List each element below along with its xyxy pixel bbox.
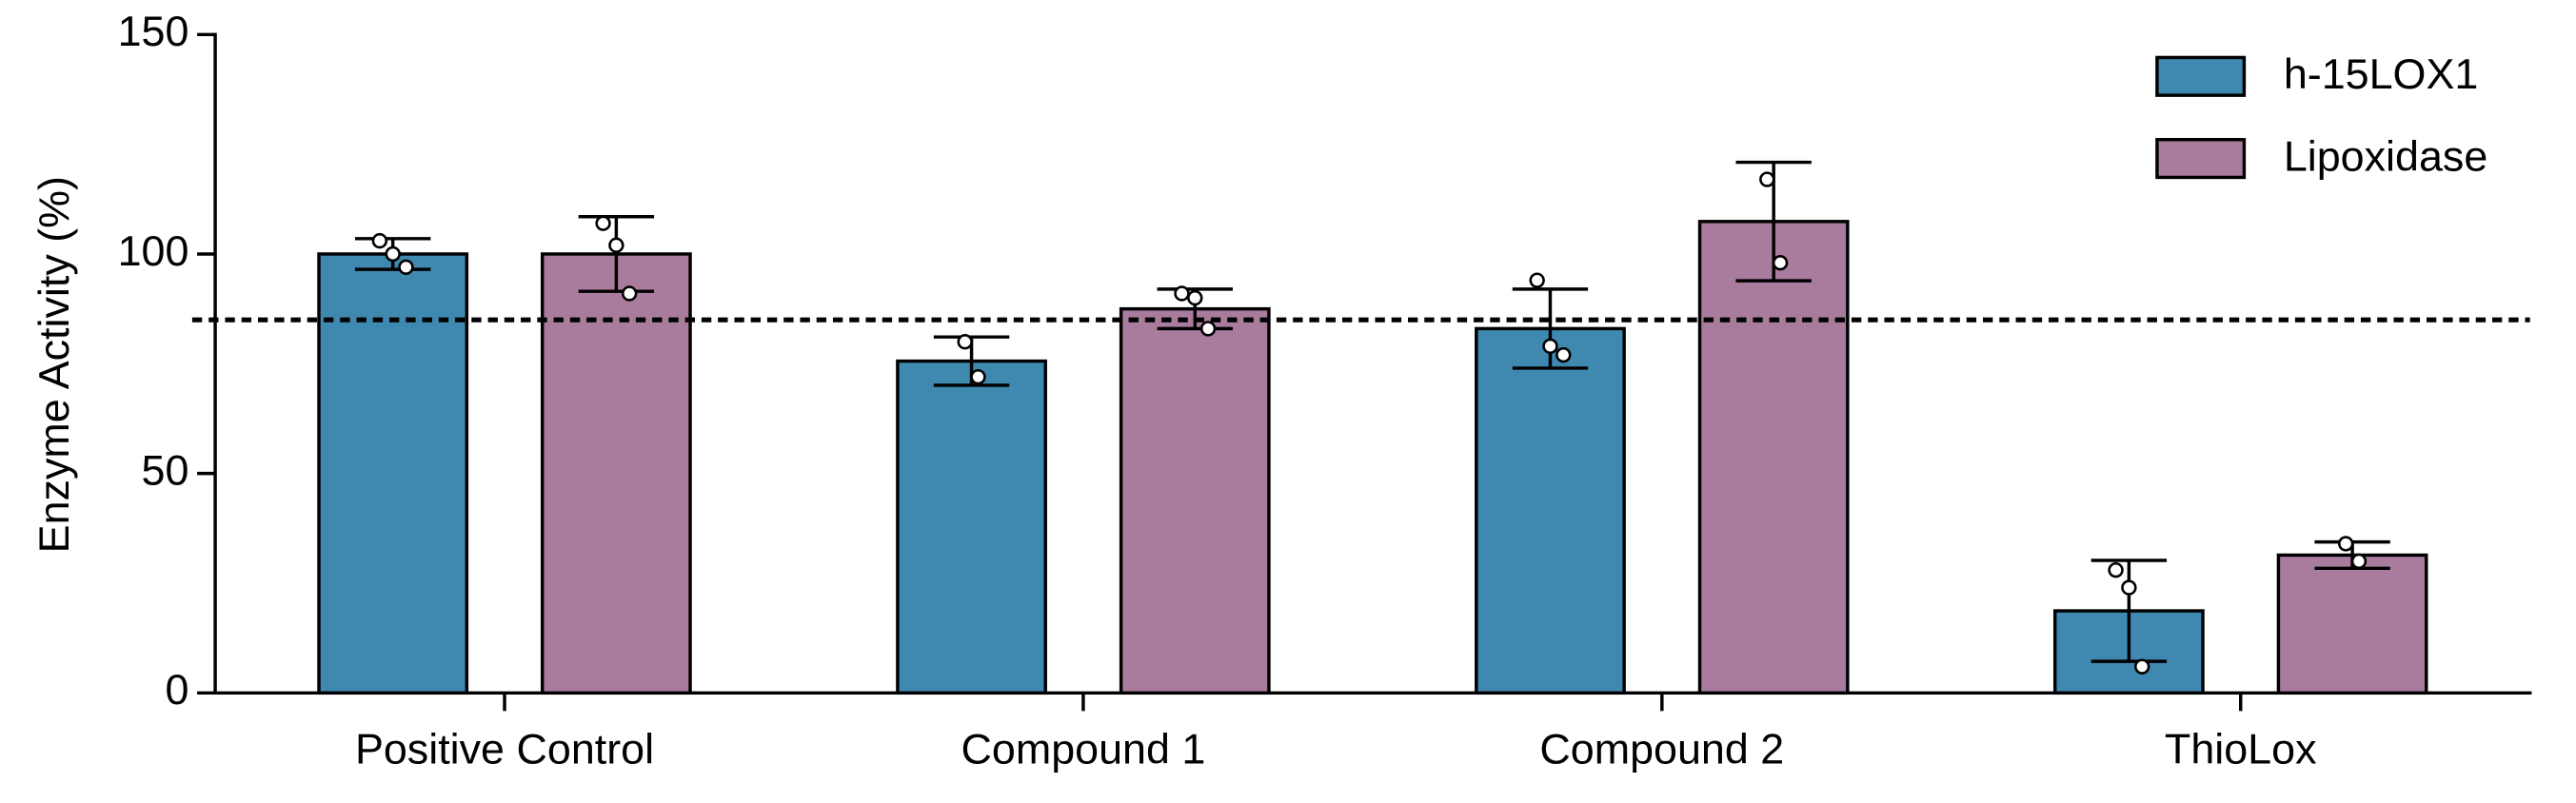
data-point bbox=[1529, 272, 1545, 288]
legend-swatch bbox=[2155, 138, 2247, 180]
data-point bbox=[2350, 553, 2368, 570]
x-tick-label: ThioLox bbox=[2165, 724, 2317, 773]
data-point bbox=[2121, 579, 2137, 596]
data-point bbox=[957, 334, 973, 350]
data-point bbox=[2133, 658, 2150, 675]
x-tick-label: Compound 1 bbox=[961, 724, 1205, 773]
y-axis-label: Enzyme Activity (%) bbox=[30, 176, 78, 553]
data-point bbox=[1556, 346, 1572, 363]
bar bbox=[540, 252, 692, 695]
legend-label: Lipoxidase bbox=[2284, 131, 2487, 180]
x-tick-label: Compound 2 bbox=[1539, 724, 1784, 773]
bar bbox=[896, 359, 1047, 695]
bar bbox=[1697, 220, 1850, 695]
data-point bbox=[1174, 285, 1190, 302]
data-point bbox=[970, 368, 986, 385]
data-point bbox=[595, 215, 611, 231]
bar bbox=[1119, 306, 1271, 695]
data-point bbox=[2337, 536, 2354, 552]
legend-swatch bbox=[2155, 55, 2247, 97]
x-tick-label: Positive Control bbox=[355, 724, 654, 773]
y-tick-label: 50 bbox=[142, 445, 189, 494]
data-point bbox=[1542, 338, 1558, 355]
data-point bbox=[1759, 171, 1775, 187]
data-point bbox=[385, 245, 401, 263]
data-point bbox=[1187, 289, 1203, 306]
bar bbox=[2276, 553, 2428, 695]
data-point bbox=[398, 259, 414, 276]
data-point bbox=[2108, 561, 2124, 578]
legend-label: h-15LOX1 bbox=[2284, 49, 2479, 98]
y-tick-label: 0 bbox=[166, 665, 189, 714]
bar bbox=[317, 252, 469, 695]
y-tick-label: 100 bbox=[118, 226, 189, 275]
data-point bbox=[371, 232, 388, 249]
data-point bbox=[608, 237, 624, 253]
data-point bbox=[1772, 254, 1789, 271]
bar bbox=[1475, 326, 1626, 695]
data-point bbox=[1199, 321, 1217, 337]
data-point bbox=[621, 285, 638, 302]
y-tick-label: 150 bbox=[118, 7, 189, 55]
